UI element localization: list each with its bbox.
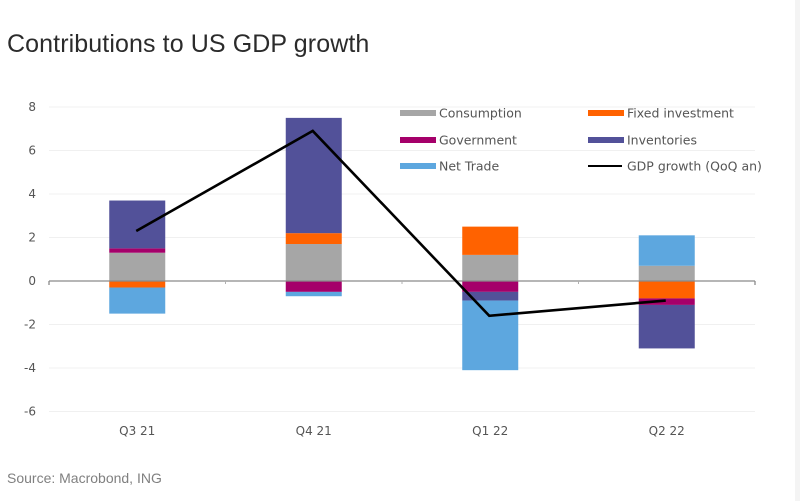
bar-segment-net-trade <box>638 235 695 266</box>
zero-axis <box>48 280 756 285</box>
source-note: Source: Macrobond, ING <box>7 470 162 486</box>
y-axis-ticks: 8 6 4 2 0 -2 -4 -6 <box>24 100 36 419</box>
legend-swatch <box>588 110 624 116</box>
bar-segment-government <box>285 281 342 292</box>
bar-stack-q1-22 <box>462 226 519 371</box>
x-tick-label: Q4 21 <box>296 424 332 438</box>
legend-item-inventories: Inventories <box>588 133 697 148</box>
legend-item-consumption: Consumption <box>400 106 522 121</box>
bars <box>109 117 695 371</box>
bar-segment-fixed-investment <box>638 281 695 299</box>
bar-stack-q4-21 <box>285 117 342 297</box>
bar-segment-inventories <box>285 117 342 234</box>
bar-segment-consumption <box>109 252 166 281</box>
y-tick-label: -4 <box>24 361 36 375</box>
y-tick-label: 2 <box>28 231 36 245</box>
bar-segment-consumption <box>638 265 695 281</box>
x-tick-label: Q1 22 <box>472 424 508 438</box>
bar-segment-inventories <box>109 200 166 249</box>
bar-segment-government <box>638 298 695 305</box>
y-tick-label: -6 <box>24 405 36 419</box>
legend-swatch <box>400 110 436 116</box>
legend-label: Consumption <box>439 106 522 121</box>
bar-segment-net-trade <box>109 287 166 314</box>
legend-swatch <box>400 163 436 169</box>
legend-item-gdp-growth-qoq-an: GDP growth (QoQ an) <box>588 159 762 174</box>
legend-label: Inventories <box>627 133 697 148</box>
x-tick-label: Q2 22 <box>649 424 685 438</box>
y-tick-label: 4 <box>28 187 36 201</box>
bar-segment-fixed-investment <box>285 233 342 245</box>
legend-label: GDP growth (QoQ an) <box>627 159 762 174</box>
bar-stack-q3-21 <box>109 200 166 314</box>
chart-title: Contributions to US GDP growth <box>7 30 370 58</box>
y-tick-label: 0 <box>28 274 36 288</box>
gdp-line-group <box>135 129 666 318</box>
x-axis-labels: Q3 21 Q4 21 Q1 22 Q2 22 <box>119 424 685 438</box>
bar-segment-consumption <box>462 254 519 281</box>
legend-label: Net Trade <box>439 159 499 174</box>
bar-segment-consumption <box>285 244 342 281</box>
gdp-growth-line <box>135 129 666 318</box>
right-edge-strip <box>795 0 800 501</box>
x-tick-label: Q3 21 <box>119 424 155 438</box>
bar-segment-inventories <box>462 291 519 301</box>
gridlines <box>49 106 755 412</box>
legend-item-net-trade: Net Trade <box>400 159 499 174</box>
bar-segment-fixed-investment <box>462 226 519 255</box>
bar-segment-government <box>109 248 166 253</box>
bar-segment-fixed-investment <box>109 281 166 288</box>
legend-item-fixed-investment: Fixed investment <box>588 106 734 121</box>
y-tick-label: 8 <box>28 100 36 114</box>
bar-segment-inventories <box>638 304 695 349</box>
bar-segment-net-trade <box>285 291 342 297</box>
legend: Consumption Fixed investment Government Inv… <box>400 106 762 174</box>
legend-swatch <box>588 137 624 143</box>
legend-swatch <box>400 137 436 143</box>
legend-label: Government <box>439 133 517 148</box>
y-tick-label: 6 <box>28 144 36 158</box>
legend-item-government: Government <box>400 133 517 148</box>
bar-segment-government <box>462 281 519 292</box>
y-tick-label: -2 <box>24 318 36 332</box>
bar-segment-net-trade <box>462 300 519 371</box>
bar-stack-q2-22 <box>638 235 695 349</box>
legend-label: Fixed investment <box>627 106 734 121</box>
